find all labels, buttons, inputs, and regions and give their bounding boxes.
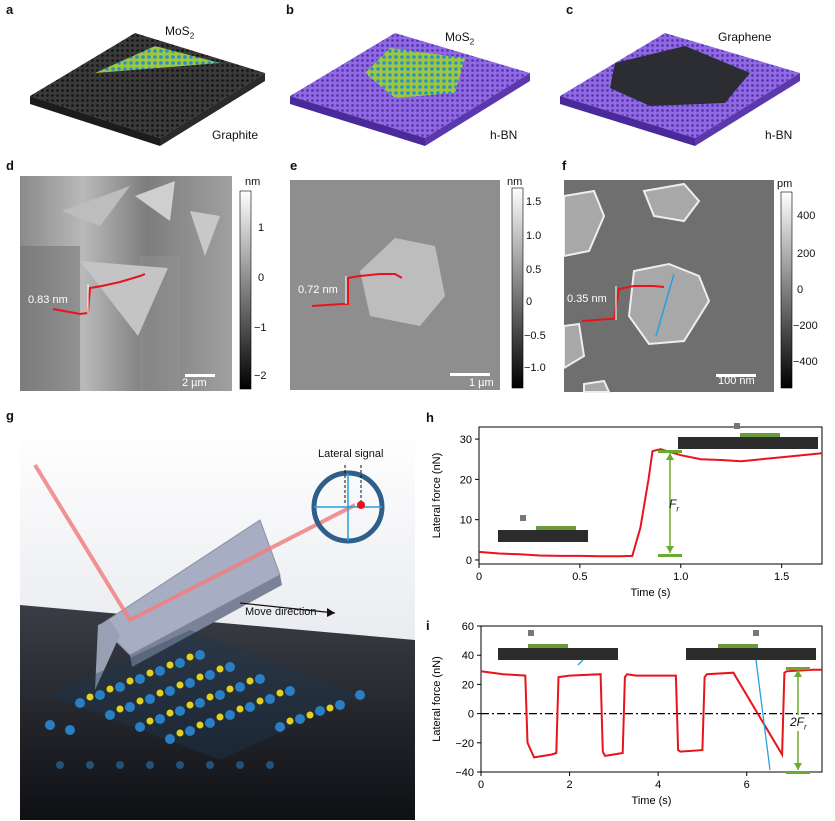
y-tick-label: 40 (462, 650, 474, 662)
panel-e-letter: e (290, 158, 298, 173)
panel-d-colorbar-unit: nm (245, 176, 261, 188)
y-tick-label: 20 (462, 679, 474, 691)
panel-g-move-direction-label: Move direction (245, 606, 317, 618)
y-tick-label: 0 (468, 709, 474, 721)
x-tick-label: 0 (478, 779, 484, 791)
panel-e-colorbar-unit: nm (507, 176, 523, 188)
x-axis-label: Time (s) (632, 795, 672, 807)
panel-d-tick-3: −2 (254, 370, 267, 382)
panel-g-illustration (20, 425, 415, 820)
y-tick-label: −40 (455, 767, 474, 779)
panel-f-tick-3: −200 (793, 320, 818, 332)
panel-i-2fr-annotation: 2Fr (790, 715, 807, 732)
lateral-force-trace (478, 448, 823, 558)
panel-c-bottom-label: h-BN (765, 128, 793, 142)
panel-e-tick-1: 1.0 (526, 230, 542, 242)
panel-b-bottom-label: h-BN (490, 128, 518, 142)
y-tick-label: 20 (460, 474, 472, 486)
x-tick-label: 6 (744, 779, 750, 791)
panel-e-tick-2: 0.5 (526, 264, 542, 276)
panel-c-letter: c (566, 2, 574, 17)
panel-d-step-height: 0.83 nm (28, 294, 68, 306)
panel-b-illustration (290, 33, 530, 146)
plot-frame (480, 625, 823, 773)
x-tick-label: 4 (655, 779, 661, 791)
panel-d-letter: d (6, 158, 14, 173)
y-tick-label: 0 (466, 555, 472, 567)
panel-e-tick-5: −1.0 (524, 362, 546, 374)
lateral-force-trace (480, 668, 822, 759)
panel-f-tick-4: −400 (793, 356, 818, 368)
panel-f-tick-0: 400 (797, 210, 816, 222)
panel-d-tick-1: 0 (258, 272, 265, 284)
panel-e-afm-image (290, 180, 524, 390)
panel-f-tick-2: 0 (797, 284, 804, 296)
panel-d-tick-2: −1 (254, 322, 267, 334)
panel-c-top-label: Graphene (718, 30, 772, 44)
panel-g-letter: g (6, 408, 14, 423)
panel-d-tick-0: 1 (258, 222, 265, 234)
panel-i-letter: i (426, 618, 430, 633)
y-tick-label: −20 (455, 738, 474, 750)
panel-e-tick-4: −0.5 (524, 330, 546, 342)
panel-d-afm-image (20, 176, 252, 391)
plot-frame (478, 426, 823, 565)
y-axis-label: Lateral force (nN) (431, 656, 443, 742)
panel-c-illustration (560, 33, 800, 146)
x-tick-label: 2 (567, 779, 573, 791)
panel-f-scalebar-label: 100 nm (718, 375, 755, 387)
y-tick-label: 10 (460, 515, 472, 527)
y-axis-label: Lateral force (nN) (431, 453, 443, 539)
panel-a-top-label: MoS2 (165, 24, 195, 41)
panel-e-step-height: 0.72 nm (298, 284, 338, 296)
panel-f-afm-image (564, 180, 793, 393)
panel-f-step-height: 0.35 nm (567, 293, 607, 305)
panel-a-letter: a (6, 2, 14, 17)
panel-b-top-label: MoS2 (445, 30, 475, 47)
panel-e-tick-3: 0 (526, 296, 533, 308)
panel-h-fr-annotation: Fr (669, 497, 680, 514)
x-tick-label: 1.0 (673, 571, 688, 583)
x-tick-label: 1.5 (774, 571, 789, 583)
panel-e-tick-0: 1.5 (526, 196, 542, 208)
y-tick-label: 30 (460, 434, 472, 446)
x-tick-label: 0.5 (572, 571, 587, 583)
panel-b-letter: b (286, 2, 294, 17)
panel-f-letter: f (562, 158, 567, 173)
panel-d-scalebar-label: 2 µm (182, 377, 207, 389)
y-tick-label: 60 (462, 621, 474, 633)
panel-h-letter: h (426, 410, 434, 425)
panel-a-bottom-label: Graphite (212, 128, 259, 142)
panel-i-chart: 0 2 4 6 60 40 20 0 −20 −40 Time (s) Lateral force (… (431, 621, 823, 807)
x-tick-label: 0 (476, 571, 482, 583)
panel-a-illustration (30, 33, 265, 146)
panel-g-lateral-signal-label: Lateral signal (318, 448, 384, 460)
panel-h-chart: 0 0.5 1.0 1.5 0 10 20 30 Time (s) Lateral force (… (431, 423, 823, 599)
x-axis-label: Time (s) (631, 587, 671, 599)
panel-f-tick-1: 200 (797, 248, 816, 260)
panel-e-scalebar-label: 1 µm (469, 377, 494, 389)
panel-f-colorbar-unit: pm (777, 178, 793, 190)
